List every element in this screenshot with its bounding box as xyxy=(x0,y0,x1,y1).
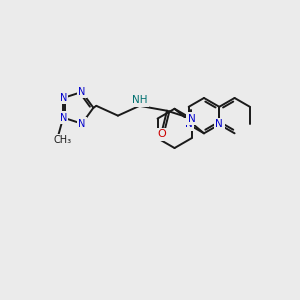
Text: NH: NH xyxy=(132,95,147,105)
Text: N: N xyxy=(185,119,193,130)
Text: N: N xyxy=(59,112,67,123)
Text: CH₃: CH₃ xyxy=(53,135,71,145)
Text: N: N xyxy=(215,119,223,130)
Text: N: N xyxy=(78,119,85,129)
Text: N: N xyxy=(59,93,67,103)
Text: O: O xyxy=(158,129,167,139)
Text: N: N xyxy=(188,114,195,124)
Text: N: N xyxy=(78,87,85,97)
